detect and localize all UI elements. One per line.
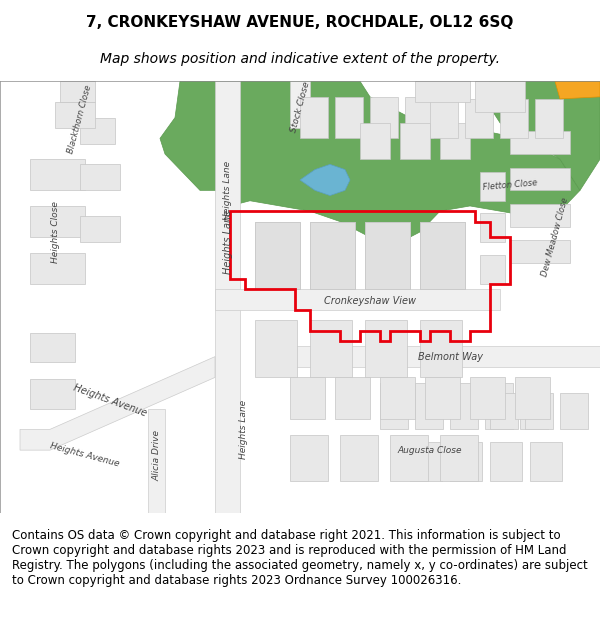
- Text: Heights Close: Heights Close: [50, 201, 59, 263]
- Text: Fletton Close: Fletton Close: [482, 178, 538, 192]
- Bar: [60, 81, 95, 102]
- Text: Augusta Close: Augusta Close: [398, 446, 462, 454]
- Text: Alicia Drive: Alicia Drive: [152, 430, 161, 481]
- Bar: [290, 434, 328, 481]
- Text: Heights Lane: Heights Lane: [239, 400, 248, 459]
- Polygon shape: [148, 409, 165, 512]
- Bar: [560, 393, 588, 429]
- Polygon shape: [160, 81, 240, 191]
- Bar: [400, 123, 430, 159]
- Bar: [530, 442, 562, 481]
- Bar: [520, 382, 548, 429]
- Bar: [290, 378, 325, 419]
- Bar: [390, 434, 428, 481]
- Text: Dew Meadow Close: Dew Meadow Close: [540, 197, 570, 278]
- Polygon shape: [270, 346, 600, 367]
- Bar: [30, 159, 85, 191]
- Bar: [360, 123, 390, 159]
- Bar: [255, 221, 300, 289]
- Bar: [365, 221, 410, 289]
- Text: Heights Lane: Heights Lane: [223, 161, 233, 220]
- Bar: [30, 206, 85, 237]
- Bar: [80, 216, 120, 242]
- Text: 7, CRONKEYSHAW AVENUE, ROCHDALE, OL12 6SQ: 7, CRONKEYSHAW AVENUE, ROCHDALE, OL12 6S…: [86, 15, 514, 30]
- Text: Map shows position and indicative extent of the property.: Map shows position and indicative extent…: [100, 51, 500, 66]
- Bar: [465, 99, 493, 138]
- Bar: [510, 204, 570, 227]
- Bar: [430, 99, 458, 138]
- Bar: [80, 118, 115, 144]
- Bar: [255, 221, 300, 289]
- Bar: [510, 240, 570, 263]
- Bar: [420, 320, 462, 378]
- Bar: [475, 81, 525, 112]
- Bar: [440, 123, 470, 159]
- Polygon shape: [290, 81, 310, 128]
- Bar: [450, 382, 478, 429]
- Polygon shape: [215, 81, 240, 512]
- Bar: [370, 97, 398, 138]
- Bar: [470, 378, 505, 419]
- Bar: [80, 164, 120, 191]
- Polygon shape: [490, 81, 600, 191]
- Bar: [30, 253, 85, 284]
- Bar: [425, 378, 460, 419]
- Bar: [415, 81, 470, 102]
- Bar: [365, 221, 410, 289]
- Bar: [480, 172, 505, 201]
- Bar: [490, 393, 518, 429]
- Bar: [405, 97, 433, 138]
- Bar: [380, 378, 415, 419]
- Text: Contains OS data © Crown copyright and database right 2021. This information is : Contains OS data © Crown copyright and d…: [12, 529, 588, 588]
- Bar: [420, 221, 465, 289]
- Bar: [510, 168, 570, 191]
- Bar: [450, 442, 482, 481]
- Bar: [310, 320, 352, 378]
- Bar: [525, 393, 553, 429]
- Bar: [380, 382, 408, 429]
- Bar: [420, 221, 465, 289]
- Text: Cronkeyshaw View: Cronkeyshaw View: [324, 296, 416, 306]
- Bar: [255, 320, 297, 378]
- Bar: [480, 213, 505, 243]
- Bar: [340, 434, 378, 481]
- Bar: [335, 97, 363, 138]
- Bar: [510, 131, 570, 154]
- Bar: [490, 442, 522, 481]
- Bar: [440, 434, 478, 481]
- Text: Blackthorn Close: Blackthorn Close: [67, 84, 94, 155]
- Text: Heights Lane: Heights Lane: [223, 210, 233, 274]
- Bar: [480, 255, 505, 284]
- Bar: [410, 442, 442, 481]
- Bar: [335, 378, 370, 419]
- Bar: [365, 320, 407, 378]
- Text: Belmont Way: Belmont Way: [418, 352, 482, 362]
- Bar: [485, 382, 513, 429]
- Polygon shape: [300, 164, 350, 196]
- Bar: [500, 99, 528, 138]
- Bar: [415, 382, 443, 429]
- Bar: [310, 221, 355, 289]
- Bar: [300, 97, 328, 138]
- Polygon shape: [220, 81, 580, 242]
- Bar: [30, 332, 75, 362]
- Text: Heights Avenue: Heights Avenue: [49, 442, 121, 469]
- Text: Heights Avenue: Heights Avenue: [72, 382, 148, 418]
- Polygon shape: [555, 81, 600, 99]
- Bar: [515, 378, 550, 419]
- Polygon shape: [20, 357, 215, 450]
- Text: Stock Close: Stock Close: [289, 81, 311, 134]
- Bar: [310, 221, 355, 289]
- Bar: [55, 102, 95, 128]
- Polygon shape: [215, 289, 500, 310]
- Bar: [535, 99, 563, 138]
- Bar: [30, 379, 75, 409]
